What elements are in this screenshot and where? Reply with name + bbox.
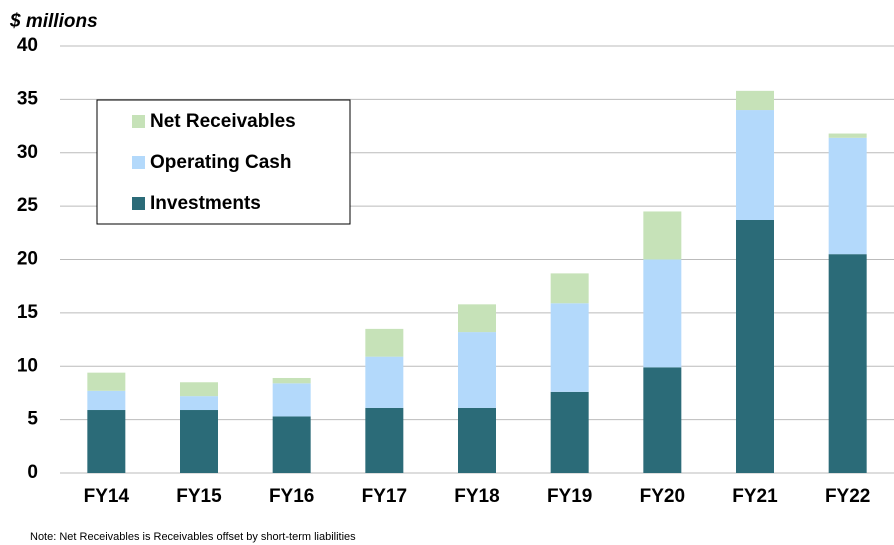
legend-swatch xyxy=(132,156,145,169)
bar-segment xyxy=(458,407,496,473)
legend-label: Operating Cash xyxy=(150,152,291,173)
y-tick-label: 15 xyxy=(17,302,39,323)
bar-segment xyxy=(828,137,867,255)
bar-segment xyxy=(643,367,682,473)
bar-segment xyxy=(180,396,218,411)
x-tick-label: FY14 xyxy=(84,486,130,507)
x-tick-label: FY17 xyxy=(362,486,407,507)
bar-segment xyxy=(272,377,311,384)
note: Note: Net Receivables is Receivables off… xyxy=(30,531,356,543)
bar-segment xyxy=(736,110,774,221)
bar-segment xyxy=(87,372,126,391)
x-tick-label: FY16 xyxy=(269,486,314,507)
bar-segment xyxy=(272,416,311,473)
bar-segment xyxy=(180,382,218,397)
bar-segment xyxy=(458,332,496,408)
legend-swatch xyxy=(132,197,145,210)
y-tick-label: 40 xyxy=(17,35,38,56)
y-tick-label: 10 xyxy=(17,355,38,376)
bar-segment xyxy=(87,390,126,411)
y-tick-label: 0 xyxy=(27,462,38,483)
bar-segment xyxy=(550,303,589,392)
y-tick-label: 20 xyxy=(17,249,38,270)
y-tick-label: 30 xyxy=(17,142,38,163)
bar-segment xyxy=(365,356,404,408)
bar-segment xyxy=(458,304,496,333)
y-tick-label: 25 xyxy=(17,195,39,216)
x-tick-label: FY22 xyxy=(825,486,870,507)
bar-segment xyxy=(736,90,774,111)
y-tick-label: 5 xyxy=(27,409,38,430)
bar-segment xyxy=(365,407,404,473)
bar-segment xyxy=(643,211,682,260)
x-tick-label: FY15 xyxy=(176,486,222,507)
bar-segment xyxy=(643,259,682,368)
y-axis-label: $ millions xyxy=(9,11,98,32)
bar-segment xyxy=(736,220,774,473)
legend-label: Investments xyxy=(150,193,261,214)
y-tick-label: 35 xyxy=(17,88,39,109)
bar-segment xyxy=(272,383,311,417)
bar-segment xyxy=(87,410,126,473)
bar-segment xyxy=(365,328,404,357)
x-tick-label: FY20 xyxy=(640,486,685,507)
bar-segment xyxy=(180,410,218,473)
x-tick-label: FY21 xyxy=(732,486,778,507)
bar-segment xyxy=(828,133,867,138)
legend-swatch xyxy=(132,115,145,128)
legend-label: Net Receivables xyxy=(150,111,296,132)
bar-segment xyxy=(550,273,589,304)
x-tick-label: FY19 xyxy=(547,486,592,507)
x-tick-label: FY18 xyxy=(454,486,499,507)
bar-segment xyxy=(550,391,589,473)
bar-segment xyxy=(828,254,867,473)
